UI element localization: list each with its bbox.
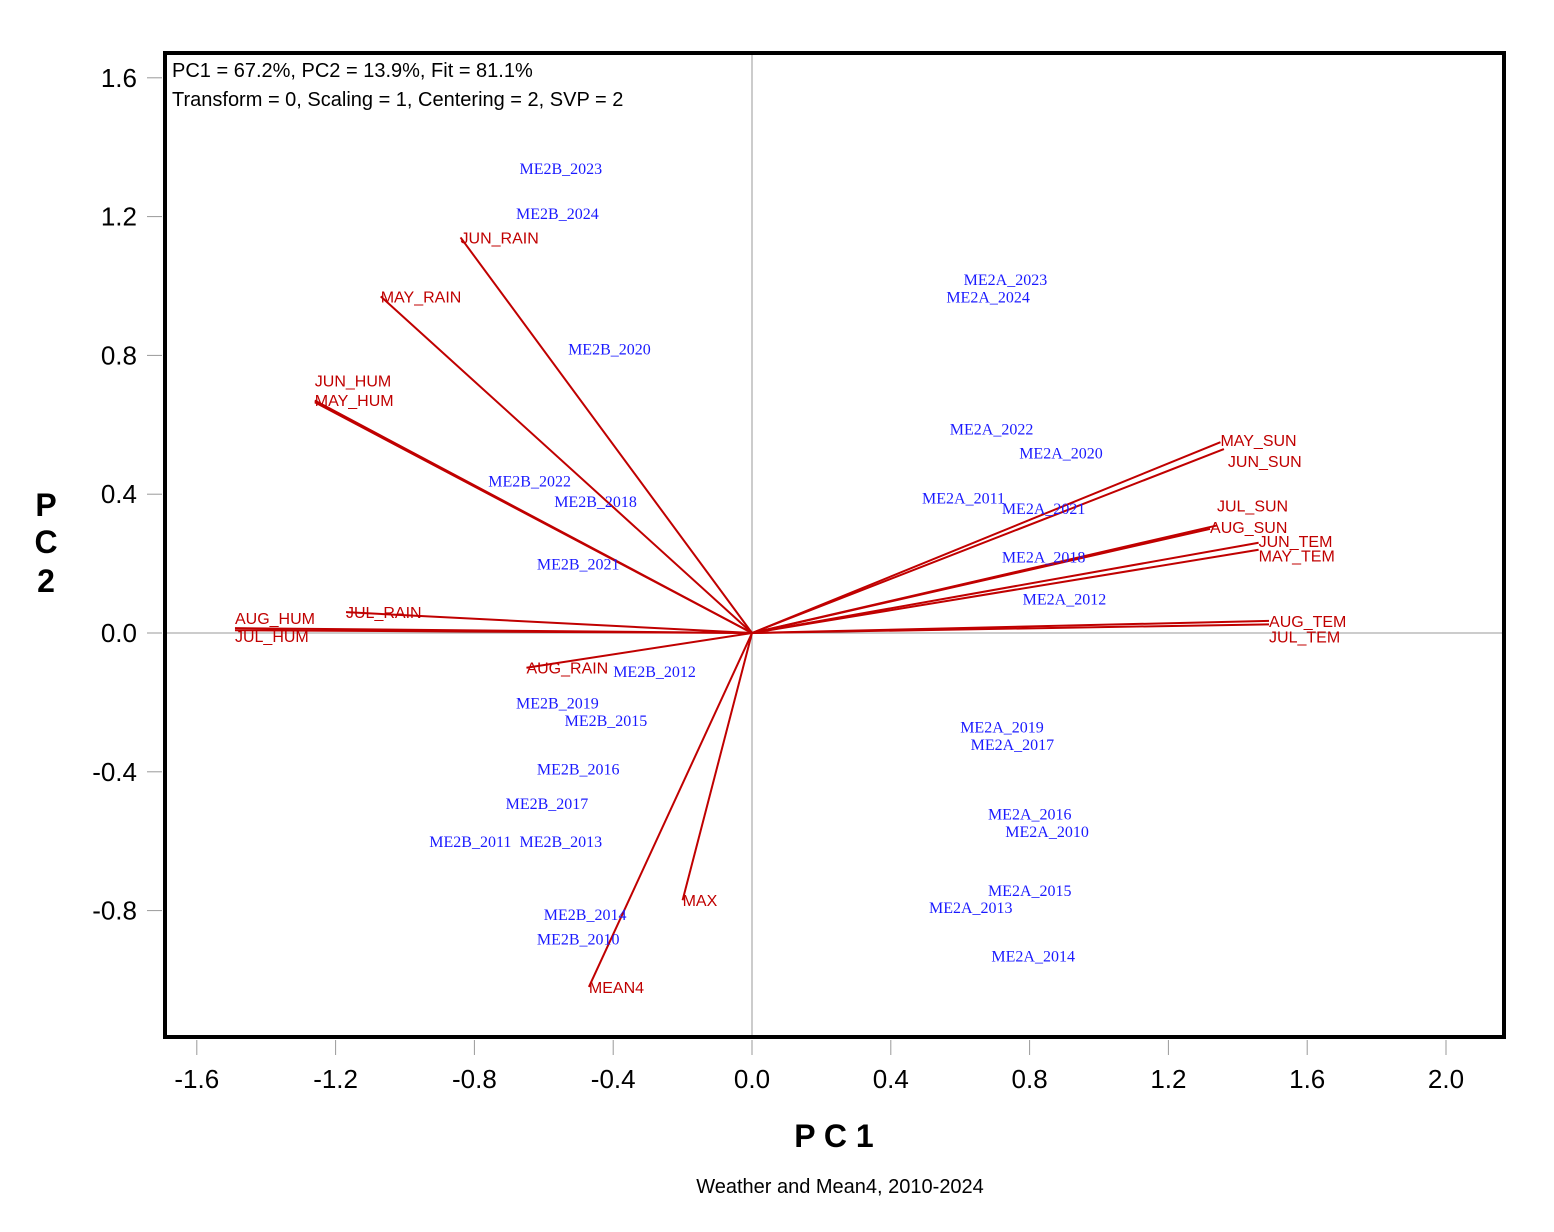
- info-line-1: PC1 = 67.2%, PC2 = 13.9%, Fit = 81.1%: [172, 60, 533, 82]
- vector-label: JUN_RAIN: [461, 230, 539, 247]
- y-tick-label: -0.8: [92, 896, 137, 926]
- observation-label: ME2B_2021: [537, 557, 620, 574]
- observation-label: ME2B_2012: [613, 664, 696, 681]
- vector-line: [751, 527, 1211, 634]
- vector-line: [526, 632, 753, 669]
- observation-label: ME2A_2023: [964, 272, 1048, 289]
- observation-label: ME2B_2020: [568, 341, 651, 358]
- plot-frame: [163, 51, 1506, 1039]
- observation-label: ME2A_2017: [971, 737, 1055, 754]
- observation-label: ME2B_2010: [537, 931, 620, 948]
- x-tick-label: 2.0: [1428, 1064, 1464, 1094]
- y-tick-label: 0.8: [101, 340, 137, 370]
- vector-line: [380, 295, 753, 634]
- x-tick-label: -1.2: [313, 1064, 358, 1094]
- info-line-2: Transform = 0, Scaling = 1, Centering = …: [172, 89, 623, 111]
- y-tick-label: 0.0: [101, 618, 137, 648]
- text-layer: PC1 = 67.2%, PC2 = 13.9%, Fit = 81.1% Tr…: [34, 60, 983, 1198]
- vector-label: MEAN4: [589, 980, 644, 997]
- vector-label: AUG_SUN: [1210, 520, 1287, 537]
- observations-layer: ME2B_2023 ME2B_2024 ME2B_2020 ME2B_2022 ME2B…: [429, 161, 1106, 966]
- vector-label: MAY_HUM: [315, 393, 394, 410]
- observation-label: ME2B_2018: [554, 494, 637, 511]
- x-tick-label: 0.4: [873, 1064, 909, 1094]
- vector-label: JUN_SUN: [1228, 454, 1302, 471]
- vector-line: [345, 611, 753, 634]
- vector-line: [751, 448, 1225, 634]
- vector-label: JUL_SUN: [1217, 498, 1288, 515]
- x-tick-label: 1.2: [1150, 1064, 1186, 1094]
- vector-label: MAY_SUN: [1220, 433, 1296, 450]
- y-tick-label: 0.4: [101, 479, 137, 509]
- vector-line: [234, 629, 753, 634]
- vector-label: MAY_RAIN: [381, 289, 462, 306]
- vector-label: JUL_TEM: [1269, 629, 1340, 646]
- observation-label: ME2B_2016: [537, 761, 620, 778]
- observation-label: ME2A_2019: [960, 720, 1044, 737]
- observation-label: ME2B_2022: [488, 473, 571, 490]
- y-tick-label: 1.6: [101, 63, 137, 93]
- vector-label: AUG_HUM: [235, 611, 315, 628]
- observation-label: ME2A_2015: [988, 883, 1072, 900]
- vector-line: [751, 623, 1270, 634]
- vector-line: [751, 441, 1221, 634]
- observation-label: ME2A_2010: [1005, 824, 1089, 841]
- observation-label: ME2A_2016: [988, 806, 1072, 823]
- observation-label: ME2B_2017: [506, 796, 589, 813]
- vector-label: JUN_TEM: [1259, 534, 1333, 551]
- y-tick-label: 1.2: [101, 202, 137, 232]
- y-axis-title-p: P: [35, 487, 56, 523]
- vector-line: [588, 632, 753, 988]
- observation-label: ME2B_2019: [516, 695, 599, 712]
- observation-label: ME2A_2014: [991, 949, 1075, 966]
- axes-layer: -1.6 -1.2 -0.8 -0.4 0.0 0.4 0.8 1.2 1.6 2.0 1.6 1.2…: [92, 51, 1506, 1094]
- vector-label: AUG_RAIN: [526, 661, 608, 678]
- observation-label: ME2A_2024: [946, 289, 1030, 306]
- observation-label: ME2A_2022: [950, 421, 1034, 438]
- y-tick-label: -0.4: [92, 757, 137, 787]
- x-tick-label: 0.0: [734, 1064, 770, 1094]
- vector-label: JUL_RAIN: [346, 605, 422, 622]
- observation-label: ME2B_2015: [565, 713, 648, 730]
- chart-caption: Weather and Mean4, 2010-2024: [696, 1176, 984, 1198]
- observation-label: ME2B_2014: [544, 907, 627, 924]
- vector-line: [314, 401, 753, 634]
- observation-label: ME2B_2011: [429, 834, 511, 851]
- observation-label: ME2B_2013: [520, 834, 603, 851]
- vector-line: [681, 632, 753, 901]
- x-tick-label: 0.8: [1012, 1064, 1048, 1094]
- vector-label: MAX: [683, 893, 718, 910]
- observation-label: ME2A_2018: [1002, 550, 1086, 567]
- vector-label: MAY_TEM: [1259, 549, 1335, 566]
- observation-label: ME2A_2013: [929, 900, 1013, 917]
- vector-line: [751, 548, 1259, 634]
- y-axis-title-c: C: [34, 524, 57, 560]
- vectors-layer: MAY_SUN JUN_SUN JUL_SUN AUG_SUNJUN_TEMMAY_T…: [234, 230, 1346, 997]
- observation-label: ME2B_2023: [520, 161, 603, 178]
- observation-label: ME2A_2021: [1002, 501, 1086, 518]
- x-tick-label: -0.4: [591, 1064, 636, 1094]
- y-axis-title-2: 2: [37, 563, 55, 599]
- vector-line: [751, 541, 1259, 634]
- vector-line: [459, 236, 753, 634]
- observation-label: ME2A_2011: [922, 491, 1005, 508]
- x-axis-title: P C 1: [794, 1118, 873, 1154]
- observation-label: ME2A_2020: [1019, 446, 1103, 463]
- vector-label: JUL_HUM: [235, 629, 309, 646]
- x-tick-label: -1.6: [174, 1064, 219, 1094]
- x-tick-label: 1.6: [1289, 1064, 1325, 1094]
- observation-label: ME2B_2024: [516, 206, 599, 223]
- observation-label: ME2A_2012: [1023, 591, 1107, 608]
- vector-label: AUG_TEM: [1269, 614, 1346, 631]
- vector-label: JUN_HUM: [315, 374, 391, 391]
- x-tick-label: -0.8: [452, 1064, 497, 1094]
